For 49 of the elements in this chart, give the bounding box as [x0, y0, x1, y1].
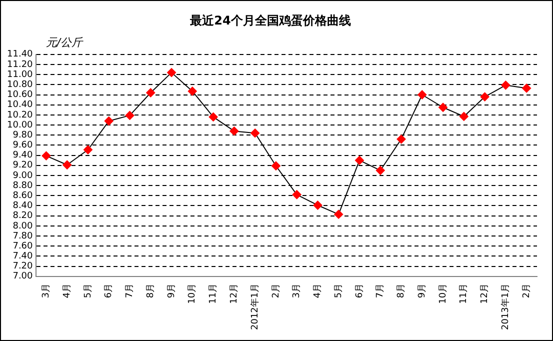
y-tick-label: 7.00	[12, 272, 34, 282]
y-tick-label: 10.00	[7, 120, 34, 130]
x-tick-label: 7月	[376, 283, 386, 298]
x-tick-label: 4月	[62, 283, 72, 298]
x-tick-label: 9月	[417, 283, 428, 298]
x-tick-label: 5月	[83, 283, 94, 298]
y-tick-label: 10.60	[7, 90, 34, 100]
y-tick-label: 8.80	[12, 180, 34, 191]
y-tick-label: 8.00	[12, 221, 34, 232]
y-tick-label: 7.20	[12, 262, 34, 272]
x-tick-label: 10月	[438, 283, 448, 304]
x-tick-label: 3月	[42, 283, 52, 298]
x-tick-label: 10月	[188, 283, 198, 304]
y-tick-label: 11.00	[7, 70, 34, 80]
y-tick-label: 9.60	[12, 140, 34, 151]
x-tick-label: 3月	[292, 283, 302, 298]
y-tick-label: 7.80	[12, 231, 34, 242]
x-tick-label: 8月	[146, 283, 156, 298]
y-tick-label: 8.20	[12, 211, 34, 222]
x-tick-label: 8月	[396, 283, 407, 298]
y-tick-label: 10.20	[7, 110, 34, 120]
y-tick-label: 9.20	[12, 160, 34, 171]
y-tick-label: 10.80	[7, 80, 34, 90]
y-tick-label: 9.40	[12, 150, 34, 161]
y-tick-label: 7.60	[12, 241, 34, 252]
x-tick-label: 7月	[125, 283, 136, 298]
y-tick-label: 11.40	[7, 50, 34, 60]
y-tick-label: 9.00	[12, 170, 34, 181]
y-tick-label: 8.60	[12, 190, 34, 201]
x-tick-label: 6月	[104, 283, 114, 298]
x-tick-label: 11月	[208, 283, 219, 304]
x-tick-label: 9月	[166, 283, 177, 298]
y-axis-title: 元/公斤	[46, 36, 84, 49]
x-tick-label: 4月	[313, 283, 324, 298]
x-tick-label: 2月	[271, 283, 282, 298]
x-tick-label: 12月	[480, 283, 490, 304]
y-tick-label: 11.20	[7, 60, 34, 70]
x-tick-label: 6月	[354, 283, 365, 298]
y-tick-label: 9.80	[12, 130, 34, 140]
x-tick-label: 2013年1月	[500, 283, 512, 330]
y-tick-label: 10.40	[7, 100, 34, 110]
x-tick-label: 2012年1月	[249, 283, 260, 330]
y-tick-label: 8.40	[12, 201, 34, 212]
y-tick-label: 7.40	[12, 252, 34, 262]
x-tick-label: 2月	[522, 283, 532, 298]
x-tick-label: 5月	[334, 283, 344, 298]
x-tick-label: 12月	[230, 283, 240, 304]
x-tick-label: 11月	[459, 283, 470, 304]
chart-title: 最近24个月全国鸡蛋价格曲线	[189, 13, 351, 28]
